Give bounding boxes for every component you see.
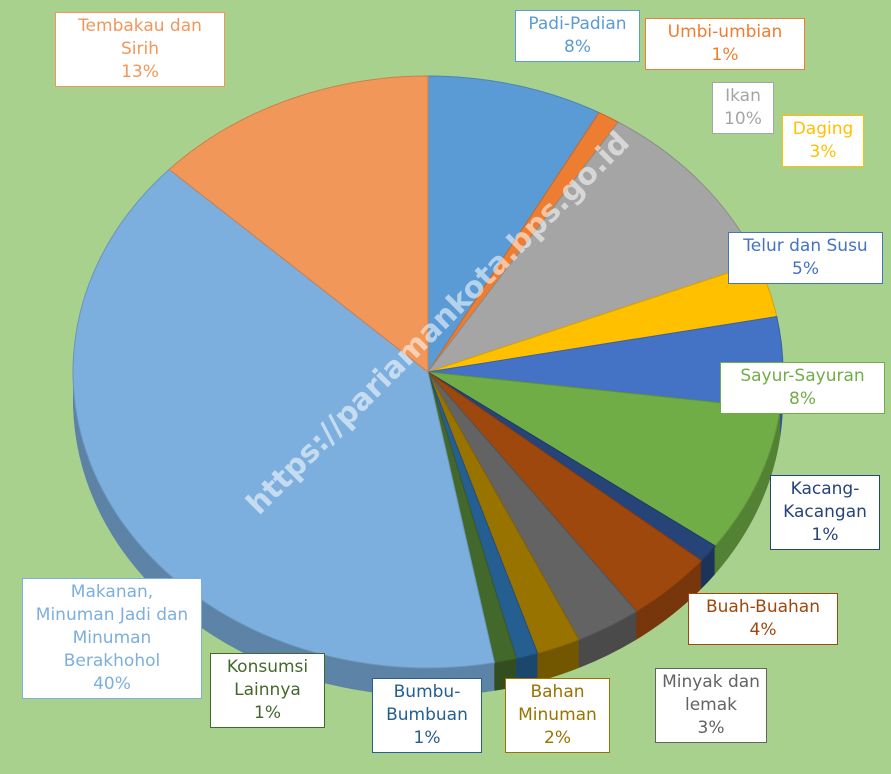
data-label: Daging 3% (782, 115, 864, 167)
label-value: 13% (121, 61, 159, 82)
label-value: 1% (811, 524, 839, 545)
data-label: Sayur-Sayuran 8% (720, 362, 885, 414)
label-value: 3% (697, 717, 725, 738)
label-value: 5% (792, 258, 819, 279)
data-label: Tembakau dan Sirih 13% (55, 12, 225, 87)
slice (72, 168, 496, 669)
label-name: Bahan Minuman (518, 682, 597, 725)
data-label: Telur dan Susu 5% (728, 232, 883, 284)
label-name: Umbi-umbian (667, 22, 783, 42)
label-value: 8% (789, 388, 816, 409)
label-name: Kacang-Kacangan (783, 479, 867, 522)
data-label: Makanan, Minuman Jadi dan Minuman Berakh… (22, 578, 202, 699)
label-name: Tembakau dan Sirih (78, 16, 202, 59)
data-label: Konsumsi Lainnya 1% (210, 653, 325, 728)
label-name: Bumbu-Bumbuan (386, 682, 468, 725)
label-name: Buah-Buahan (706, 597, 820, 617)
label-value: 1% (711, 44, 739, 65)
data-label: Umbi-umbian 1% (645, 18, 805, 70)
label-name: Minyak dan lemak (662, 672, 760, 715)
slice (427, 75, 600, 374)
label-name: Padi-Padian (528, 14, 627, 34)
data-label: Minyak dan lemak 3% (655, 668, 767, 743)
label-name: Telur dan Susu (743, 236, 868, 256)
data-label: Ikan 10% (712, 82, 774, 134)
label-value: 3% (809, 141, 837, 162)
data-label: Buah-Buahan 4% (688, 593, 838, 645)
label-value: 4% (749, 619, 777, 640)
data-label: Bumbu-Bumbuan 1% (372, 678, 482, 753)
data-label: Padi-Padian 8% (515, 10, 640, 62)
data-label: Bahan Minuman 2% (505, 678, 610, 753)
label-name: Makanan, Minuman Jadi dan Minuman Berakh… (35, 582, 189, 671)
label-name: Sayur-Sayuran (740, 366, 865, 386)
label-value: 10% (724, 108, 762, 129)
label-value: 1% (413, 727, 441, 748)
data-label: Kacang-Kacangan 1% (770, 475, 880, 550)
label-value: 8% (564, 36, 591, 57)
label-value: 1% (254, 702, 281, 723)
slice (168, 75, 429, 374)
label-name: Ikan (725, 86, 761, 106)
label-name: Daging (792, 119, 854, 139)
label-name: Konsumsi Lainnya (226, 657, 309, 700)
slice (427, 371, 781, 547)
label-value: 2% (544, 727, 571, 748)
label-value: 40% (93, 673, 131, 694)
